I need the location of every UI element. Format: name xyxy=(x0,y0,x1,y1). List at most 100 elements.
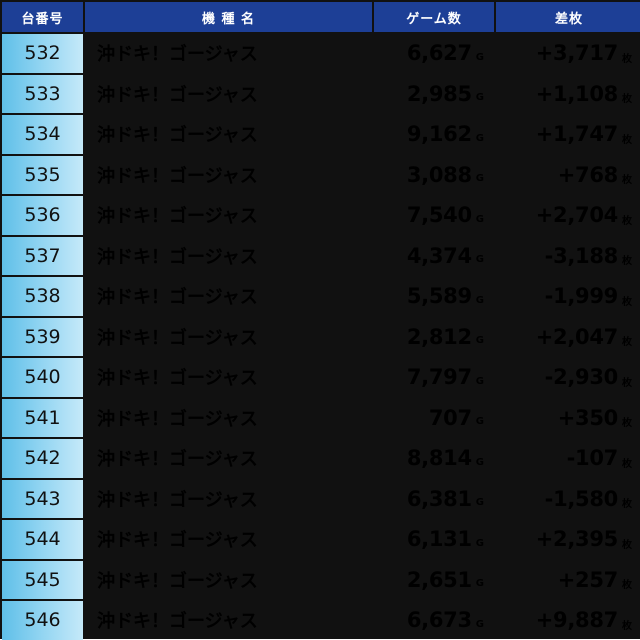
coin-diff-cell: -3,188 枚 xyxy=(496,237,640,276)
game-unit-label: G xyxy=(475,537,484,549)
coin-unit-label: 枚 xyxy=(622,94,632,106)
coin-unit-label: 枚 xyxy=(622,539,632,551)
machine-name-cell: 沖ドキ！ゴージャス xyxy=(97,125,258,147)
game-count-cell: 4,374 G xyxy=(374,237,494,276)
coin-unit-label: 枚 xyxy=(622,256,632,268)
game-unit-label: G xyxy=(475,213,484,225)
coin-diff-value: +1,108 xyxy=(535,81,619,106)
machine-number-cell: 545 xyxy=(2,560,83,599)
coin-unit-label: 枚 xyxy=(622,337,632,349)
coin-diff-value: +350 xyxy=(557,405,619,430)
coin-unit-label: 枚 xyxy=(622,296,632,308)
game-count-cell: 9,162 G xyxy=(374,115,494,154)
coin-unit-label: 枚 xyxy=(622,175,632,187)
coin-diff-cell: +768 枚 xyxy=(496,156,640,195)
machine-number-cell: 533 xyxy=(2,74,83,113)
game-unit-label: G xyxy=(475,375,484,387)
coin-diff-value: -1,580 xyxy=(544,486,619,511)
game-unit-label: G xyxy=(475,578,484,590)
coin-diff-cell: +350 枚 xyxy=(496,399,640,438)
coin-unit-label: 枚 xyxy=(622,620,632,632)
machine-number-cell: 537 xyxy=(2,236,83,275)
game-count-cell: 2,985 G xyxy=(374,75,494,114)
game-unit-label: G xyxy=(475,618,484,630)
coin-diff-cell: +2,395 枚 xyxy=(496,520,640,559)
game-unit-label: G xyxy=(475,294,484,306)
game-unit-label: G xyxy=(475,132,484,144)
coin-unit-label: 枚 xyxy=(622,458,632,470)
game-count-value: 6,381 xyxy=(406,486,472,511)
machine-name-cell: 沖ドキ！ゴージャス xyxy=(97,489,258,511)
coin-diff-value: +1,747 xyxy=(535,122,619,147)
game-count-value: 5,589 xyxy=(406,284,472,309)
coin-unit-label: 枚 xyxy=(622,134,632,146)
coin-unit-label: 枚 xyxy=(622,499,632,511)
game-unit-label: G xyxy=(475,51,484,63)
game-count-cell: 2,812 G xyxy=(374,318,494,357)
game-count-value: 6,627 xyxy=(406,41,472,66)
machine-number-cell: 544 xyxy=(2,520,83,559)
coin-diff-value: +3,717 xyxy=(535,41,619,66)
machine-name-cell: 沖ドキ！ゴージャス xyxy=(97,165,258,187)
game-unit-label: G xyxy=(475,497,484,509)
machine-name-cell: 沖ドキ！ゴージャス xyxy=(97,84,258,106)
header-games: ゲーム数 xyxy=(374,2,494,32)
coin-diff-value: -3,188 xyxy=(544,243,619,268)
machine-number-cell: 538 xyxy=(2,277,83,316)
machine-number-cell: 534 xyxy=(2,115,83,154)
machine-number-cell: 536 xyxy=(2,196,83,235)
game-count-value: 6,131 xyxy=(406,527,472,552)
machine-number-cell: 535 xyxy=(2,155,83,194)
game-unit-label: G xyxy=(475,416,484,428)
game-count-cell: 7,797 G xyxy=(374,358,494,397)
game-count-value: 9,162 xyxy=(406,122,472,147)
coin-diff-value: -2,930 xyxy=(544,365,619,390)
coin-diff-cell: +9,887 枚 xyxy=(496,601,640,640)
game-unit-label: G xyxy=(475,254,484,266)
machine-name-cell: 沖ドキ！ゴージャス xyxy=(97,368,258,390)
header-diff: 差枚 xyxy=(496,2,640,32)
machine-name-cell: 沖ドキ！ゴージャス xyxy=(97,287,258,309)
coin-unit-label: 枚 xyxy=(622,580,632,592)
game-count-value: 7,797 xyxy=(406,365,472,390)
coin-diff-value: +2,047 xyxy=(535,324,619,349)
coin-unit-label: 枚 xyxy=(622,377,632,389)
machine-number-cell: 539 xyxy=(2,317,83,356)
game-unit-label: G xyxy=(475,173,484,185)
coin-diff-cell: +2,704 枚 xyxy=(496,196,640,235)
game-count-cell: 6,131 G xyxy=(374,520,494,559)
coin-diff-value: +2,395 xyxy=(535,527,619,552)
game-count-value: 2,812 xyxy=(406,324,472,349)
coin-diff-cell: +1,747 枚 xyxy=(496,115,640,154)
coin-diff-cell: +257 枚 xyxy=(496,561,640,600)
game-unit-label: G xyxy=(475,92,484,104)
coin-diff-cell: -1,580 枚 xyxy=(496,480,640,519)
machine-number-cell: 543 xyxy=(2,479,83,518)
header-number: 台番号 xyxy=(2,2,83,32)
machine-name-cell: 沖ドキ！ゴージャス xyxy=(97,327,258,349)
coin-diff-value: -1,999 xyxy=(544,284,619,309)
machine-name-cell: 沖ドキ！ゴージャス xyxy=(97,44,258,66)
machine-number-cell: 541 xyxy=(2,398,83,437)
game-count-cell: 6,627 G xyxy=(374,34,494,73)
coin-diff-cell: +1,108 枚 xyxy=(496,75,640,114)
game-count-cell: 6,673 G xyxy=(374,601,494,640)
game-count-cell: 2,651 G xyxy=(374,561,494,600)
coin-diff-value: +768 xyxy=(557,162,619,187)
game-unit-label: G xyxy=(475,456,484,468)
game-count-cell: 8,814 G xyxy=(374,439,494,478)
machine-name-cell: 沖ドキ！ゴージャス xyxy=(97,246,258,268)
machine-name-cell: 沖ドキ！ゴージャス xyxy=(97,408,258,430)
coin-diff-value: +2,704 xyxy=(535,203,619,228)
game-count-cell: 5,589 G xyxy=(374,277,494,316)
game-count-value: 2,651 xyxy=(406,567,472,592)
game-count-cell: 7,540 G xyxy=(374,196,494,235)
coin-diff-value: +257 xyxy=(557,567,619,592)
header-machine: 機 種 名 xyxy=(85,2,372,32)
machine-name-cell: 沖ドキ！ゴージャス xyxy=(97,530,258,552)
game-count-value: 7,540 xyxy=(406,203,472,228)
machine-number-cell: 542 xyxy=(2,439,83,478)
coin-unit-label: 枚 xyxy=(622,215,632,227)
game-count-cell: 6,381 G xyxy=(374,480,494,519)
machine-name-cell: 沖ドキ！ゴージャス xyxy=(97,449,258,471)
